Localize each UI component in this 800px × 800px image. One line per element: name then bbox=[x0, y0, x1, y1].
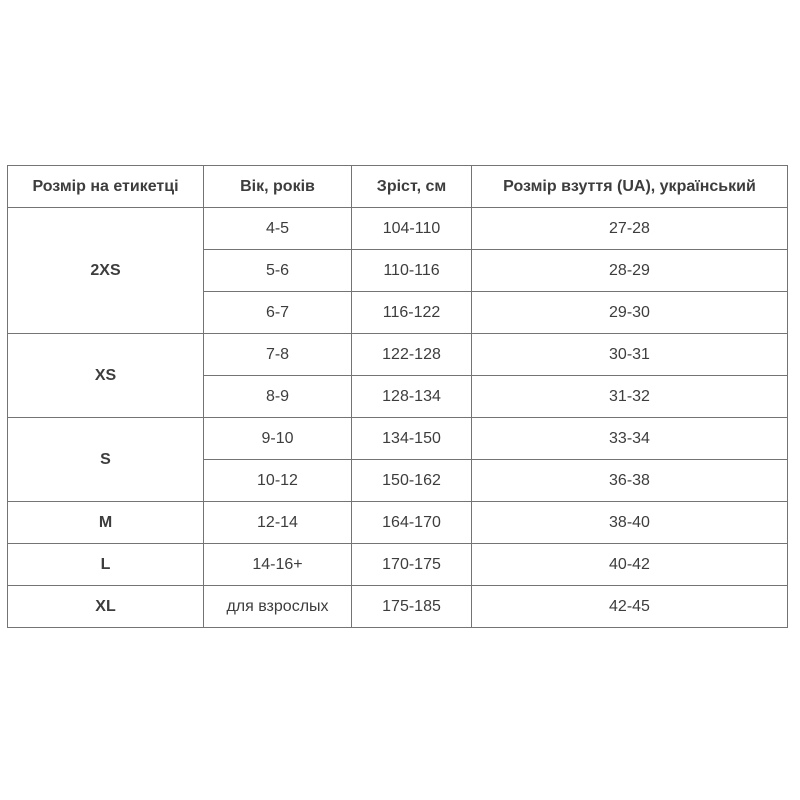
col-header-height: Зріст, см bbox=[351, 165, 472, 208]
age-cell: 6-7 bbox=[203, 291, 352, 334]
header-row: Розмір на етикетці Вік, років Зріст, см … bbox=[7, 165, 788, 208]
age-cell: 4-5 bbox=[203, 207, 352, 250]
age-cell: 10-12 bbox=[203, 459, 352, 502]
shoe-size-cell: 28-29 bbox=[471, 249, 788, 292]
table-row: M 12-14 164-170 38-40 bbox=[7, 501, 788, 544]
size-cell: XS bbox=[7, 333, 204, 418]
shoe-size-cell: 33-34 bbox=[471, 417, 788, 460]
col-header-age: Вік, років bbox=[203, 165, 352, 208]
table-row: XL для взрослых 175-185 42-45 bbox=[7, 585, 788, 628]
shoe-size-cell: 31-32 bbox=[471, 375, 788, 418]
col-header-label-size: Розмір на етикетці bbox=[7, 165, 204, 208]
age-cell: 5-6 bbox=[203, 249, 352, 292]
size-cell: M bbox=[7, 501, 204, 544]
height-cell: 150-162 bbox=[351, 459, 472, 502]
age-cell: 12-14 bbox=[203, 501, 352, 544]
shoe-size-cell: 42-45 bbox=[471, 585, 788, 628]
shoe-size-cell: 38-40 bbox=[471, 501, 788, 544]
size-chart-table: Розмір на етикетці Вік, років Зріст, см … bbox=[7, 165, 788, 628]
shoe-size-cell: 29-30 bbox=[471, 291, 788, 334]
shoe-size-cell: 36-38 bbox=[471, 459, 788, 502]
size-cell: L bbox=[7, 543, 204, 586]
height-cell: 164-170 bbox=[351, 501, 472, 544]
age-cell: 14-16+ bbox=[203, 543, 352, 586]
table-row: S 9-10 134-150 33-34 bbox=[7, 417, 788, 502]
table-row: XS 7-8 122-128 30-31 bbox=[7, 333, 788, 418]
height-cell: 110-116 bbox=[351, 249, 472, 292]
table-row: 10-12 150-162 36-38 bbox=[8, 459, 788, 502]
height-cell: 175-185 bbox=[351, 585, 472, 628]
table-row: 8-9 128-134 31-32 bbox=[8, 375, 788, 418]
size-cell: XL bbox=[7, 585, 204, 628]
height-cell: 104-110 bbox=[351, 207, 472, 250]
size-cell: S bbox=[7, 417, 204, 502]
table-row: 5-6 110-116 28-29 bbox=[8, 249, 788, 292]
shoe-size-cell: 27-28 bbox=[471, 207, 788, 250]
col-header-shoe-size: Розмір взуття (UA), український bbox=[471, 165, 788, 208]
age-cell: для взрослых bbox=[203, 585, 352, 628]
height-cell: 134-150 bbox=[351, 417, 472, 460]
age-cell: 7-8 bbox=[203, 333, 352, 376]
shoe-size-cell: 40-42 bbox=[471, 543, 788, 586]
table-row: 6-7 116-122 29-30 bbox=[8, 291, 788, 334]
size-cell: 2XS bbox=[7, 207, 204, 334]
height-cell: 116-122 bbox=[351, 291, 472, 334]
size-chart-table-container: Розмір на етикетці Вік, років Зріст, см … bbox=[7, 165, 788, 628]
shoe-size-cell: 30-31 bbox=[471, 333, 788, 376]
height-cell: 128-134 bbox=[351, 375, 472, 418]
age-cell: 9-10 bbox=[203, 417, 352, 460]
table-row: L 14-16+ 170-175 40-42 bbox=[7, 543, 788, 586]
height-cell: 170-175 bbox=[351, 543, 472, 586]
table-row: 2XS 4-5 104-110 27-28 bbox=[7, 207, 788, 334]
age-cell: 8-9 bbox=[203, 375, 352, 418]
height-cell: 122-128 bbox=[351, 333, 472, 376]
